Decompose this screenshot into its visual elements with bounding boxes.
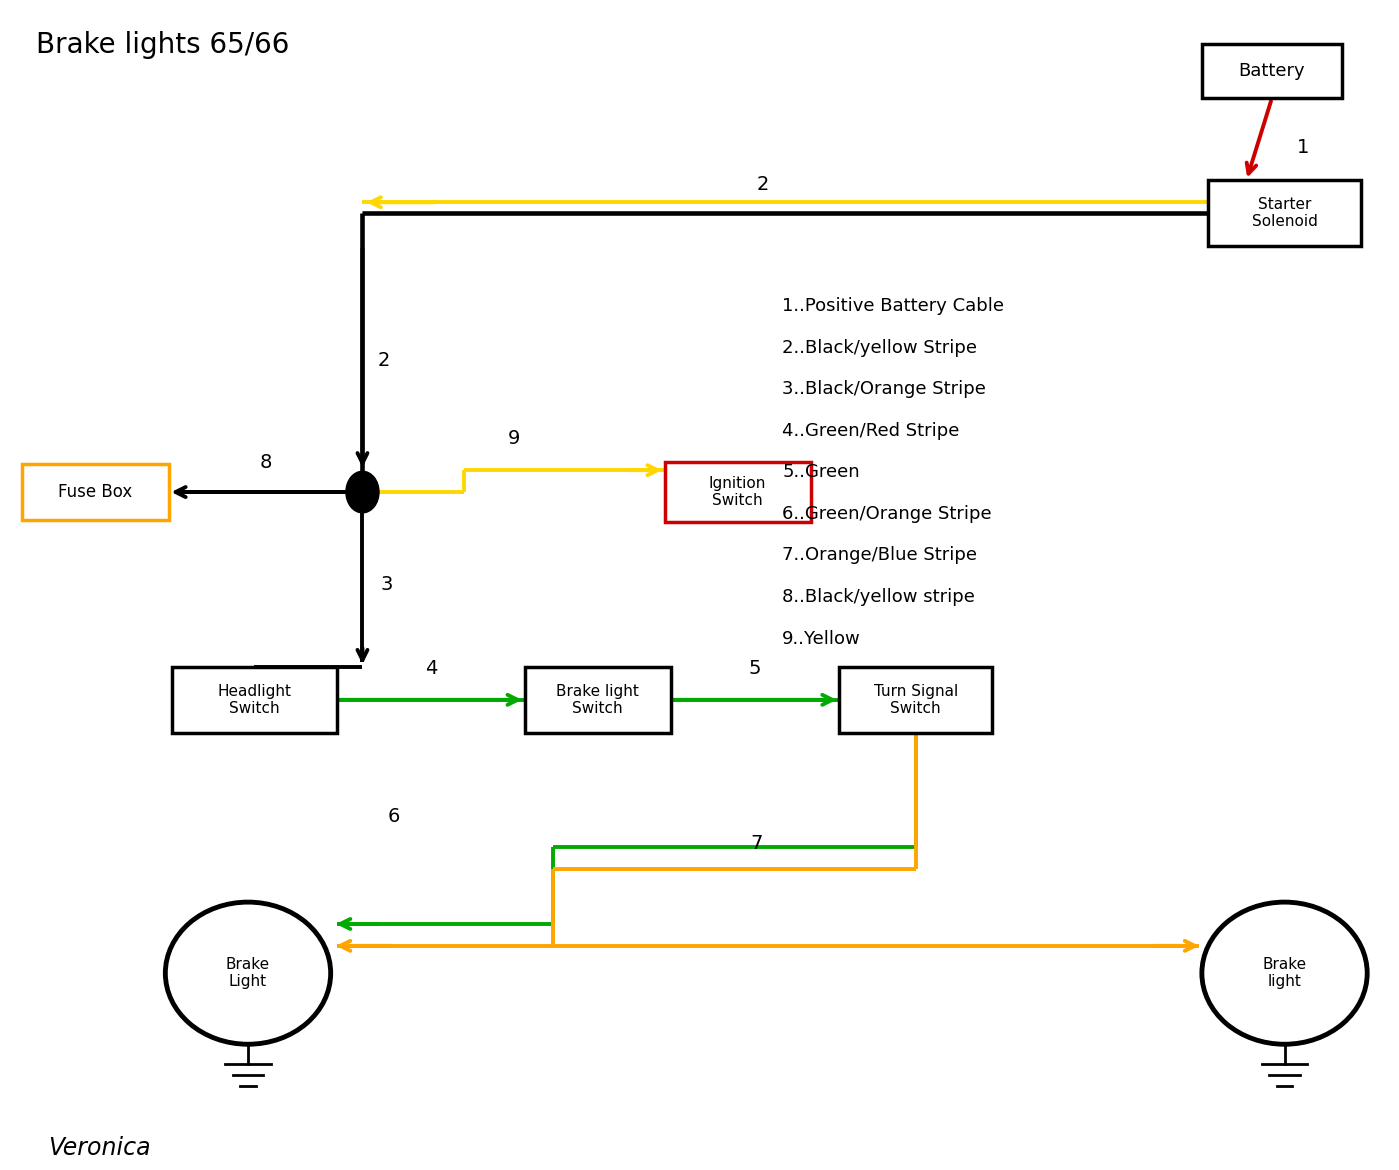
Bar [525,667,672,732]
Text: Brake lights 65/66: Brake lights 65/66 [35,30,290,58]
Bar [22,463,168,521]
Text: 7..Orange/Blue Stripe: 7..Orange/Blue Stripe [782,546,977,564]
Text: Ignition
Switch: Ignition Switch [709,476,767,508]
Text: 2..Black/yellow Stripe: 2..Black/yellow Stripe [782,339,977,357]
Bar [172,667,337,732]
Text: 7: 7 [750,834,762,853]
Text: Brake
Light: Brake Light [227,957,270,990]
Text: Fuse Box: Fuse Box [59,483,133,501]
Text: 4: 4 [425,659,436,677]
Text: Battery: Battery [1238,62,1305,80]
Text: Brake
light: Brake light [1262,957,1307,990]
Text: Brake light
Switch: Brake light Switch [557,683,639,716]
Bar [1209,180,1361,246]
Text: 2: 2 [757,174,769,193]
Text: Starter
Solenoid: Starter Solenoid [1252,197,1318,229]
Text: 8: 8 [259,453,271,473]
Text: 8..Black/yellow stripe: 8..Black/yellow stripe [782,589,975,606]
Text: 1: 1 [1297,138,1309,157]
Text: 5..Green: 5..Green [782,463,860,481]
Bar [839,667,992,732]
Text: 4..Green/Red Stripe: 4..Green/Red Stripe [782,422,960,440]
Bar [1202,43,1342,98]
Text: 6: 6 [388,806,400,826]
Text: Headlight
Switch: Headlight Switch [217,683,291,716]
Circle shape [1202,902,1367,1045]
Text: 2: 2 [378,351,390,371]
Circle shape [165,902,330,1045]
Text: 9: 9 [508,429,519,448]
Text: Turn Signal
Switch: Turn Signal Switch [873,683,958,716]
Text: 9..Yellow: 9..Yellow [782,629,860,647]
Bar [665,462,811,522]
Text: 3: 3 [381,576,393,594]
Text: 6..Green/Orange Stripe: 6..Green/Orange Stripe [782,505,992,523]
Text: 1..Positive Battery Cable: 1..Positive Battery Cable [782,297,1004,315]
Text: 5: 5 [748,659,761,677]
Text: 3..Black/Orange Stripe: 3..Black/Orange Stripe [782,380,986,398]
Ellipse shape [346,472,379,512]
Text: Veronica: Veronica [49,1136,151,1161]
